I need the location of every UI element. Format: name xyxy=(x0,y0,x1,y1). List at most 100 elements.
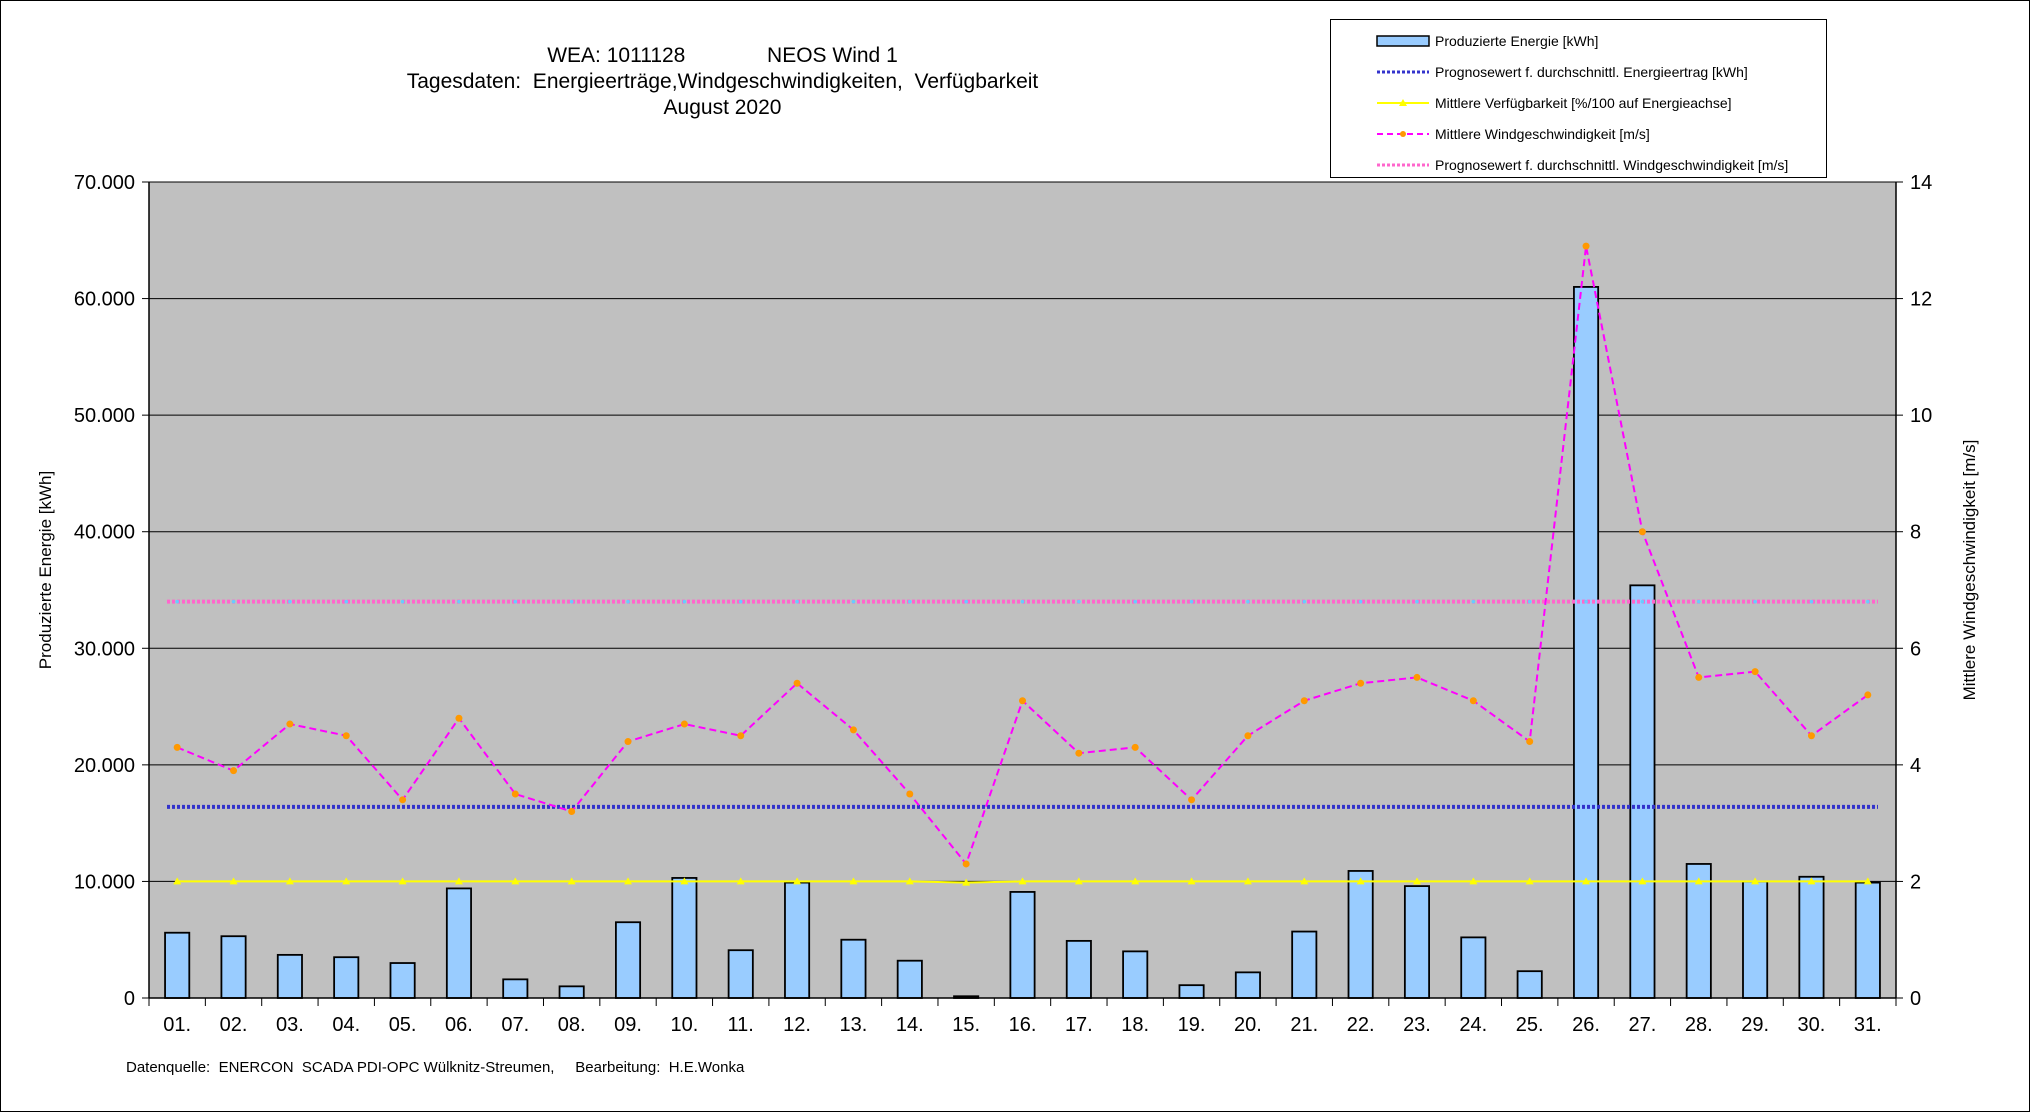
bar-energy xyxy=(164,931,191,999)
y-tick-label-left: 20.000 xyxy=(74,755,135,777)
legend: Produzierte Energie [kWh] Prognosewert f… xyxy=(1330,19,1827,178)
plot-area xyxy=(149,182,1896,998)
bar-energy xyxy=(671,877,698,999)
bar-energy xyxy=(1573,286,1600,999)
bar-energy xyxy=(1516,970,1543,999)
marker-wind-forecast xyxy=(1809,599,1814,604)
x-tick-label: 02. xyxy=(220,1014,248,1036)
legend-swatch-wind xyxy=(1377,131,1429,137)
legend-item-wind-forecast: Prognosewert f. durchschnittl. Windgesch… xyxy=(1331,150,1826,180)
marker-wind-speed xyxy=(399,796,407,804)
marker-wind-speed xyxy=(1638,528,1646,536)
marker-wind-forecast xyxy=(1415,599,1419,604)
marker-availability xyxy=(1300,877,1309,885)
marker-wind-speed xyxy=(1300,697,1308,705)
marker-wind-forecast xyxy=(1302,599,1307,604)
marker-wind-forecast xyxy=(964,599,968,604)
marker-availability xyxy=(1243,877,1252,885)
marker-wind-forecast xyxy=(1133,599,1138,604)
x-tick-label: 30. xyxy=(1798,1014,1826,1036)
x-tick-label: 14. xyxy=(896,1014,924,1036)
y-axis-label-left: Produzierte Energie [kWh] xyxy=(36,470,55,670)
bar-energy xyxy=(1742,880,1769,999)
marker-wind-forecast xyxy=(1696,599,1701,604)
marker-availability xyxy=(1356,877,1365,885)
marker-wind-speed xyxy=(793,679,801,687)
marker-availability xyxy=(1863,877,1872,885)
marker-wind-speed xyxy=(1582,242,1590,250)
bar-energy xyxy=(614,921,642,999)
marker-wind-forecast xyxy=(682,599,687,604)
marker-wind-speed xyxy=(1075,749,1083,757)
y-tick-label-right: 2 xyxy=(1910,871,1921,893)
marker-wind-forecast xyxy=(738,599,743,604)
marker-wind-speed xyxy=(1864,691,1872,699)
marker-wind-speed xyxy=(342,732,350,740)
marker-wind-speed xyxy=(1019,697,1026,705)
y-tick-label-right: 0 xyxy=(1910,988,1921,1010)
chart-title-line3: August 2020 xyxy=(663,96,782,119)
marker-wind-forecast xyxy=(1753,599,1757,604)
legend-swatch-energy-forecast xyxy=(1377,70,1429,74)
marker-wind-speed xyxy=(624,738,632,746)
chart-title-park: NEOS Wind 1 xyxy=(767,44,898,67)
x-tick-label: 11. xyxy=(728,1014,754,1036)
marker-availability xyxy=(229,877,238,885)
marker-wind-speed xyxy=(1357,679,1365,687)
marker-wind-speed xyxy=(1807,732,1815,740)
bar-energy xyxy=(1122,950,1149,999)
x-tick-label: 01. xyxy=(163,1014,191,1036)
y-tick-label-right: 12 xyxy=(1910,289,1932,311)
marker-wind-speed xyxy=(906,790,914,798)
marker-wind-forecast xyxy=(288,599,292,604)
y-tick-label-right: 10 xyxy=(1910,405,1932,427)
marker-wind-speed xyxy=(849,726,857,734)
marker-wind-forecast xyxy=(1189,599,1194,604)
marker-wind-forecast xyxy=(907,599,912,604)
marker-wind-forecast xyxy=(851,599,856,604)
y-tick-label-right: 6 xyxy=(1910,638,1921,660)
legend-item-energy: Produzierte Energie [kWh] xyxy=(1331,26,1826,56)
source-note: Datenquelle: ENERCON SCADA PDI-OPC Wülkn… xyxy=(126,1059,745,1076)
x-tick-label: 15. xyxy=(952,1014,980,1036)
x-tick-label: 25. xyxy=(1516,1014,1544,1036)
y-tick-label-right: 8 xyxy=(1910,522,1921,544)
x-tick-label: 04. xyxy=(332,1014,360,1036)
x-tick-label: 18. xyxy=(1121,1014,1149,1036)
y-tick-label-left: 40.000 xyxy=(74,522,135,544)
x-tick-label: 22. xyxy=(1347,1014,1375,1036)
marker-wind-speed xyxy=(1413,673,1421,681)
marker-wind-speed xyxy=(1751,668,1759,676)
bar-energy xyxy=(558,985,585,999)
y-tick-label-left: 10.000 xyxy=(74,871,135,893)
bar-energy xyxy=(276,953,303,999)
marker-wind-speed xyxy=(173,743,181,751)
marker-wind-forecast xyxy=(569,599,574,604)
y-axis-label-right: Mittlere Windgeschwindigkeit [m/s] xyxy=(1960,439,1979,701)
bar-energy xyxy=(389,962,416,999)
marker-wind-forecast xyxy=(1020,599,1025,604)
bar-energy xyxy=(1234,971,1261,999)
bar-energy xyxy=(1291,930,1318,999)
marker-wind-speed xyxy=(1188,796,1196,804)
marker-availability xyxy=(1582,877,1591,885)
marker-availability xyxy=(905,877,914,885)
x-tick-label: 17. xyxy=(1065,1014,1093,1036)
marker-wind-forecast xyxy=(1358,599,1363,604)
legend-item-wind: Mittlere Windgeschwindigkeit [m/s] xyxy=(1331,119,1826,149)
legend-label-energy-forecast: Prognosewert f. durchschnittl. Energieer… xyxy=(1435,64,1748,80)
bar-energy xyxy=(333,956,360,999)
x-tick-label: 12. xyxy=(783,1014,811,1036)
marker-wind-forecast xyxy=(1471,599,1476,604)
marker-availability xyxy=(511,877,520,885)
x-tick-label: 07. xyxy=(501,1014,529,1036)
marker-wind-speed xyxy=(511,790,519,798)
marker-wind-forecast xyxy=(400,599,405,604)
x-tick-label: 13. xyxy=(840,1014,868,1036)
x-tick-label: 05. xyxy=(389,1014,417,1036)
y-tick-label-right: 4 xyxy=(1910,755,1921,777)
marker-availability xyxy=(1525,877,1534,885)
marker-availability xyxy=(1638,877,1647,885)
marker-availability xyxy=(1469,877,1478,885)
bar-energy xyxy=(1854,881,1881,999)
